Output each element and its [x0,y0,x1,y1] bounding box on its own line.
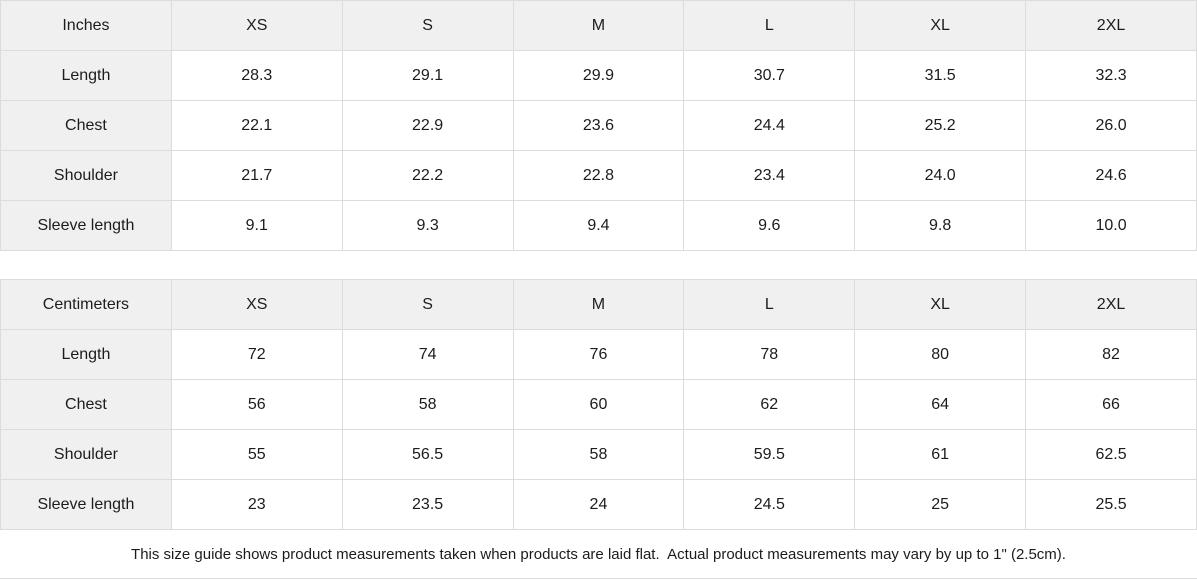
measurement-value-cell: 26.0 [1025,100,1197,151]
measurement-value-cell: 74 [341,329,514,380]
measurement-value-cell: 9.8 [854,200,1027,251]
unit-header-cell: Inches [0,0,172,51]
measurement-value-cell: 29.9 [512,50,685,101]
measurement-value-cell: 23.5 [341,479,514,530]
unit-header-cell: Centimeters [0,279,172,330]
measurement-value-cell: 9.6 [683,200,856,251]
measurement-value-cell: 23.4 [683,150,856,201]
measurement-value-cell: 72 [170,329,343,380]
measurement-value-cell: 24 [512,479,685,530]
size-header-cell: M [512,279,685,330]
measurement-label-cell: Shoulder [0,150,172,201]
measurement-value-cell: 66 [1025,379,1197,430]
measurement-label-cell: Length [0,50,172,101]
measurement-label-cell: Chest [0,100,172,151]
measurement-value-cell: 58 [512,429,685,480]
size-header-cell: XS [170,0,343,51]
table-row: Sleeve length 23 23.5 24 24.5 25 25.5 [0,479,1197,530]
measurement-value-cell: 56 [170,379,343,430]
measurement-value-cell: 9.1 [170,200,343,251]
measurement-value-cell: 22.1 [170,100,343,151]
measurement-value-cell: 22.8 [512,150,685,201]
measurement-value-cell: 64 [854,379,1027,430]
measurement-value-cell: 9.4 [512,200,685,251]
measurement-label-cell: Length [0,329,172,380]
centimeters-size-table: Centimeters XS S M L XL 2XL Length 72 74… [0,279,1197,530]
table-row: Chest 22.1 22.9 23.6 24.4 25.2 26.0 [0,100,1197,151]
size-header-cell: L [683,279,856,330]
measurement-value-cell: 29.1 [341,50,514,101]
measurement-value-cell: 82 [1025,329,1197,380]
size-header-cell: 2XL [1025,0,1197,51]
measurement-value-cell: 10.0 [1025,200,1197,251]
measurement-value-cell: 22.2 [341,150,514,201]
measurement-value-cell: 25.5 [1025,479,1197,530]
table-row: Shoulder 21.7 22.2 22.8 23.4 24.0 24.6 [0,150,1197,201]
measurement-value-cell: 24.4 [683,100,856,151]
measurement-value-cell: 22.9 [341,100,514,151]
measurement-value-cell: 24.5 [683,479,856,530]
measurement-value-cell: 9.3 [341,200,514,251]
measurement-value-cell: 78 [683,329,856,380]
table-row: Length 28.3 29.1 29.9 30.7 31.5 32.3 [0,50,1197,101]
measurement-value-cell: 56.5 [341,429,514,480]
measurement-value-cell: 25 [854,479,1027,530]
measurement-label-cell: Sleeve length [0,479,172,530]
measurement-value-cell: 55 [170,429,343,480]
measurement-value-cell: 30.7 [683,50,856,101]
size-guide-disclaimer: This size guide shows product measuremen… [0,530,1197,579]
measurement-label-cell: Shoulder [0,429,172,480]
measurement-value-cell: 32.3 [1025,50,1197,101]
table-row: Chest 56 58 60 62 64 66 [0,379,1197,430]
measurement-value-cell: 25.2 [854,100,1027,151]
size-header-cell: XL [854,0,1027,51]
measurement-value-cell: 80 [854,329,1027,380]
measurement-value-cell: 23.6 [512,100,685,151]
inches-size-table: Inches XS S M L XL 2XL Length 28.3 29.1 … [0,0,1197,251]
measurement-value-cell: 76 [512,329,685,380]
size-header-cell: L [683,0,856,51]
measurement-label-cell: Sleeve length [0,200,172,251]
size-header-cell: S [341,279,514,330]
measurement-value-cell: 60 [512,379,685,430]
measurement-value-cell: 31.5 [854,50,1027,101]
table-row: Sleeve length 9.1 9.3 9.4 9.6 9.8 10.0 [0,200,1197,251]
measurement-value-cell: 24.0 [854,150,1027,201]
measurement-value-cell: 61 [854,429,1027,480]
table-row: Shoulder 55 56.5 58 59.5 61 62.5 [0,429,1197,480]
size-header-cell: XL [854,279,1027,330]
measurement-value-cell: 58 [341,379,514,430]
table-header-row: Centimeters XS S M L XL 2XL [0,279,1197,330]
measurement-label-cell: Chest [0,379,172,430]
size-header-cell: S [341,0,514,51]
table-row: Length 72 74 76 78 80 82 [0,329,1197,380]
size-header-cell: 2XL [1025,279,1197,330]
size-header-cell: M [512,0,685,51]
measurement-value-cell: 62.5 [1025,429,1197,480]
table-header-row: Inches XS S M L XL 2XL [0,0,1197,51]
measurement-value-cell: 59.5 [683,429,856,480]
measurement-value-cell: 23 [170,479,343,530]
table-section-spacer [0,251,1197,279]
size-header-cell: XS [170,279,343,330]
measurement-value-cell: 62 [683,379,856,430]
measurement-value-cell: 28.3 [170,50,343,101]
measurement-value-cell: 21.7 [170,150,343,201]
measurement-value-cell: 24.6 [1025,150,1197,201]
